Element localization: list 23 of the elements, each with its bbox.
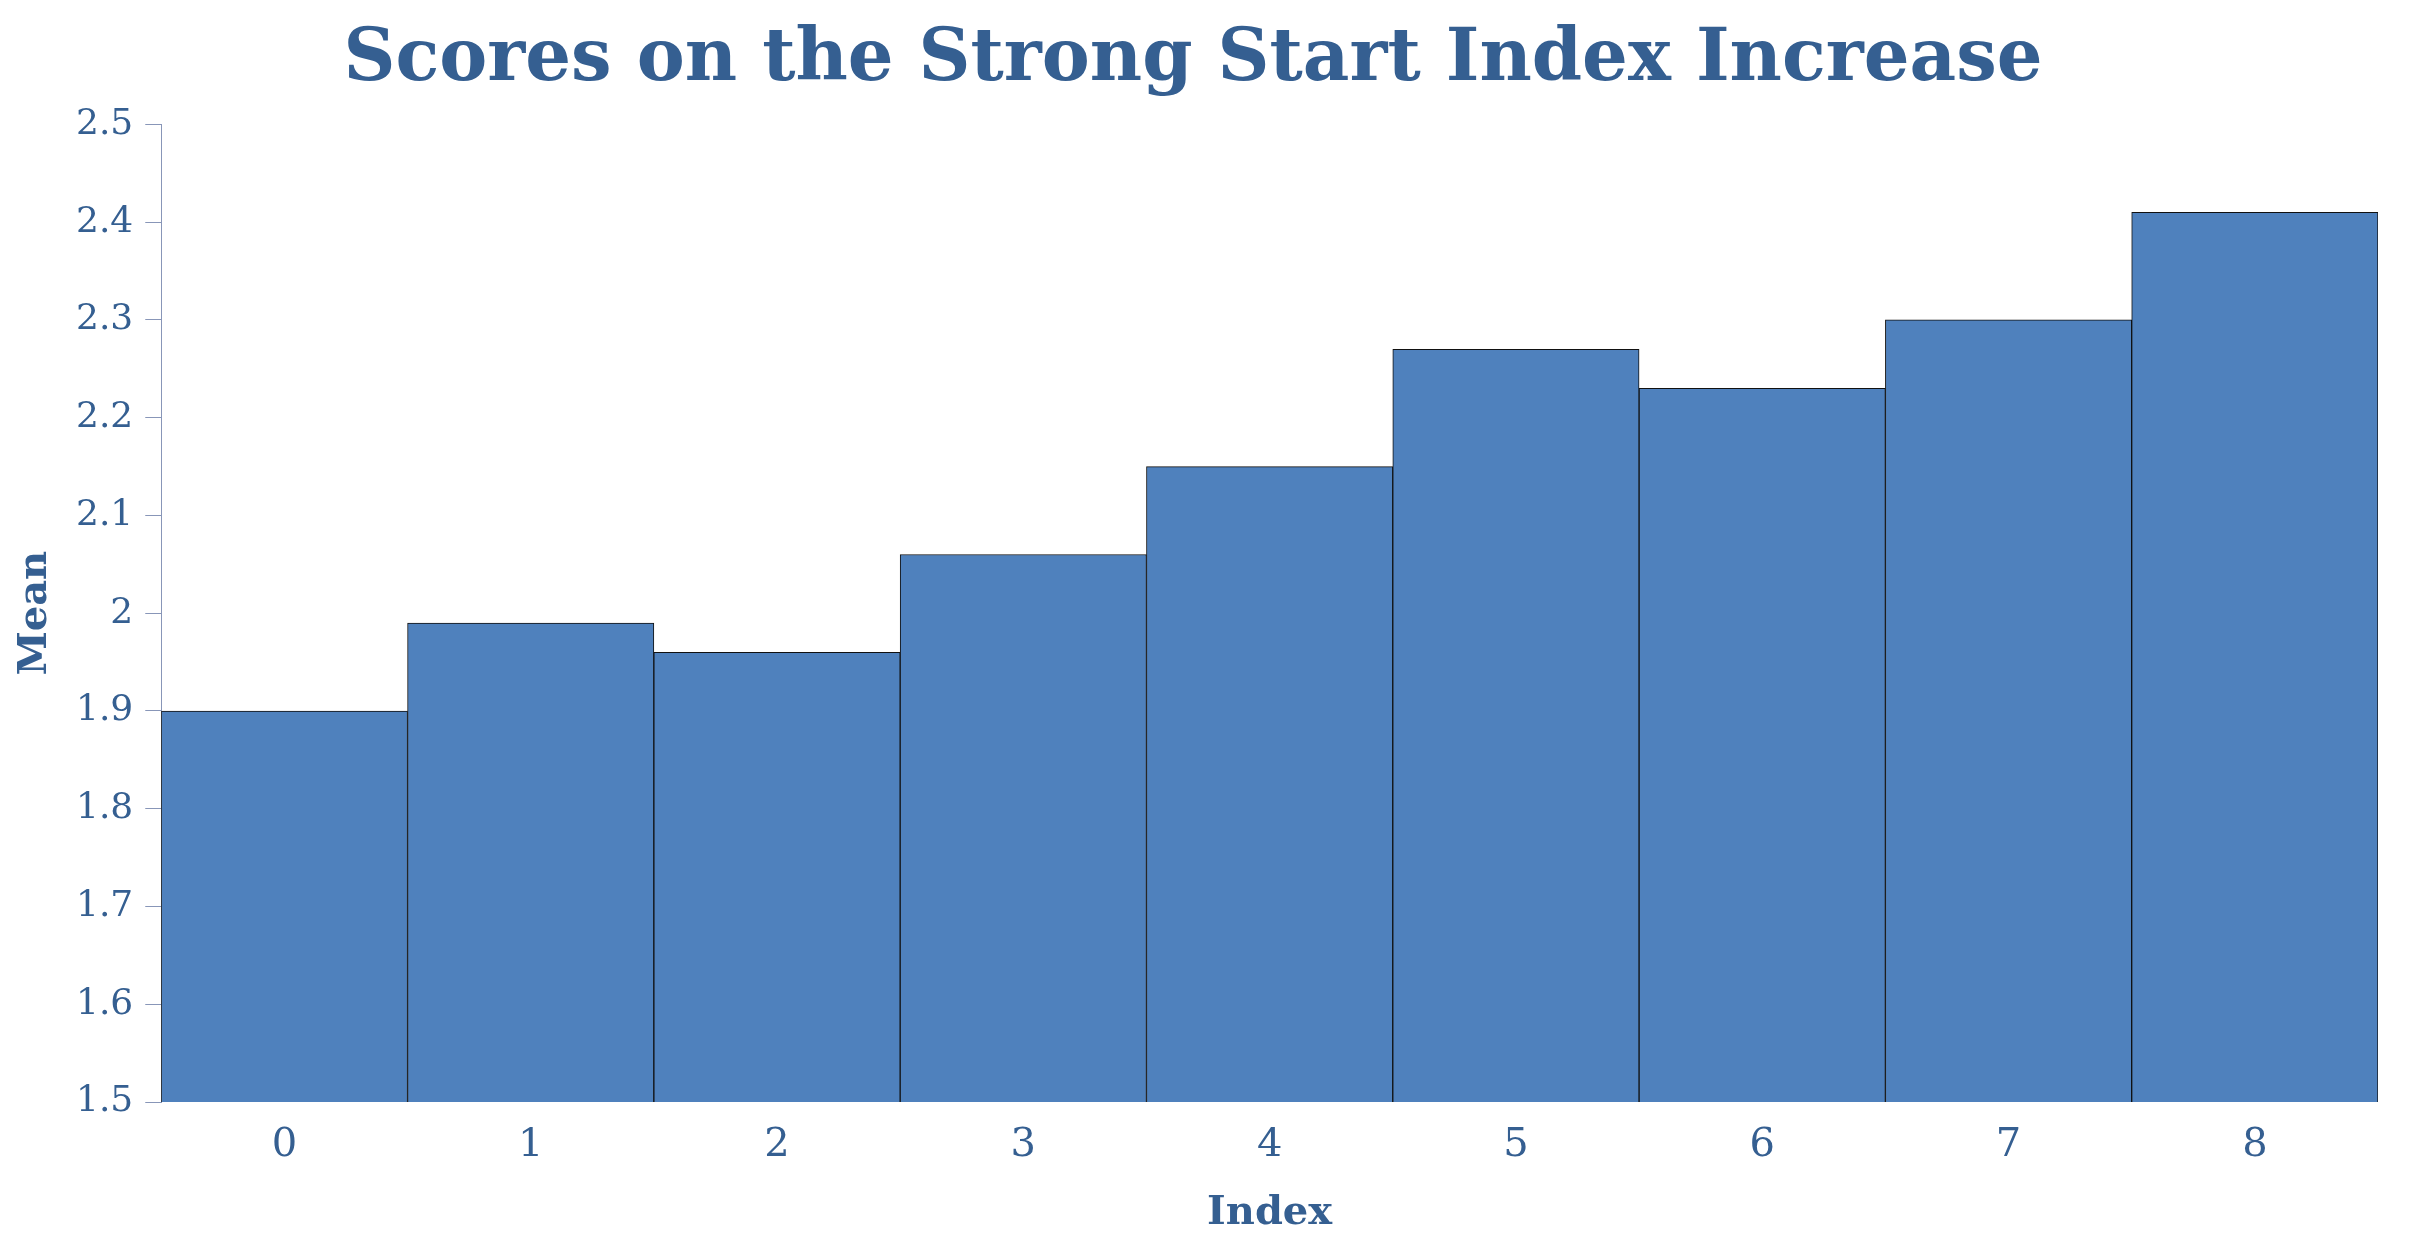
x-axis-title: Index [1207,1186,1334,1234]
x-tick-label: 6 [1749,1119,1775,1166]
y-tick-label: 1.9 [75,687,134,729]
y-tick-label: 1.6 [75,980,134,1022]
y-tick-label: 2.5 [75,100,134,142]
x-tick-label: 7 [1995,1119,2022,1166]
y-tick-label: 1.5 [75,1078,134,1120]
x-tick-label: 5 [1503,1119,1529,1166]
y-tick-label: 2 [110,589,134,631]
y-tick-label: 1.7 [75,882,134,924]
y-axis-title: Mean [8,550,56,676]
x-tick-label: 8 [2242,1119,2268,1166]
y-tick-label: 1.8 [75,785,134,827]
x-tick-label: 1 [517,1119,544,1166]
y-tick-label: 2.2 [75,394,134,436]
y-tick-label: 2.3 [75,296,134,338]
y-tick-label: 2.4 [75,198,134,240]
x-tick-label: 3 [1010,1119,1037,1166]
chart-title: Scores on the Strong Start Index Increase [343,11,2043,97]
x-tick-label: 2 [764,1119,790,1166]
x-tick-label: 4 [1256,1119,1283,1166]
y-tick-label: 2.1 [75,491,134,533]
x-tick-label: 0 [271,1119,298,1166]
